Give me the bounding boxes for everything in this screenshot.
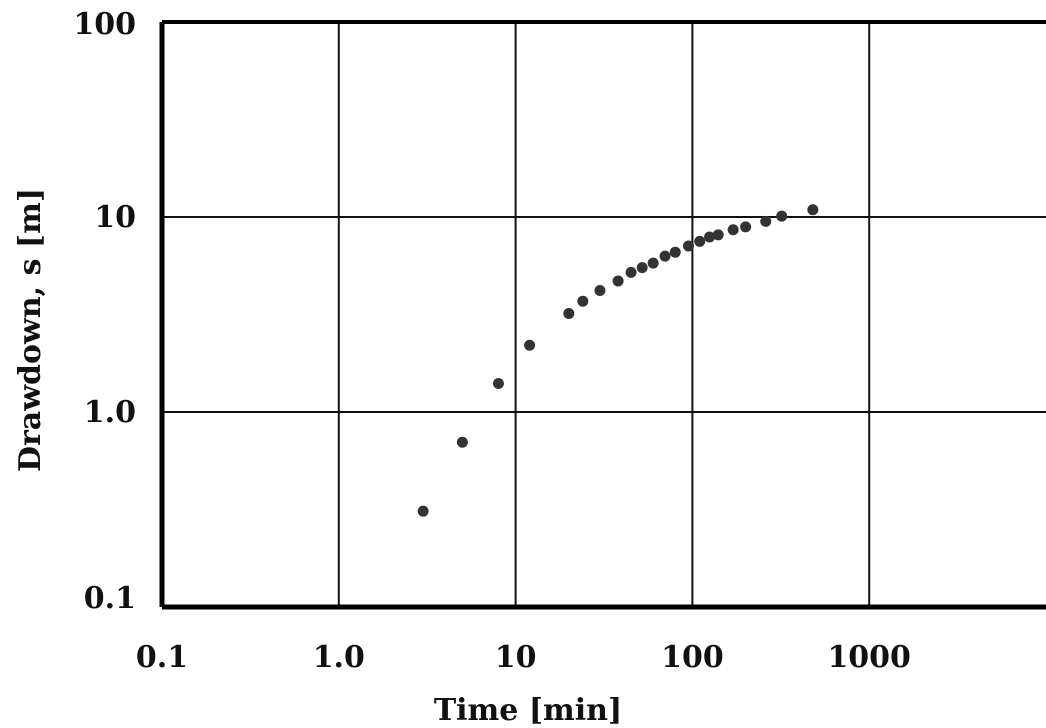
x-tick-label: 10 <box>495 640 537 675</box>
x-axis-title: Time [min] <box>434 693 622 728</box>
data-point <box>625 266 637 278</box>
x-tick-label: 0.1 <box>136 640 188 675</box>
x-tick-label: 1.0 <box>313 640 365 675</box>
y-tick-label: 1.0 <box>84 395 136 430</box>
y-axis-title: Drawdown, s [m] <box>13 188 48 472</box>
x-tick-label: 1000 <box>827 640 911 675</box>
y-tick-label: 10 <box>94 200 136 235</box>
data-point <box>594 284 606 296</box>
data-point <box>563 307 575 319</box>
data-points <box>417 204 819 517</box>
data-point <box>492 378 504 390</box>
data-point <box>694 235 706 247</box>
data-point <box>776 210 788 222</box>
data-point <box>456 436 468 448</box>
data-point <box>740 221 752 233</box>
data-point <box>704 231 716 243</box>
data-point <box>417 505 429 517</box>
data-point <box>669 246 681 258</box>
data-point <box>524 339 536 351</box>
data-point <box>712 229 724 241</box>
data-point <box>727 224 739 236</box>
data-point <box>659 250 671 262</box>
data-point <box>682 240 694 252</box>
tick-labels: 0.1 1.0 10 100 1000 0.1 1.0 10 100 <box>73 7 911 675</box>
y-tick-label: 0.1 <box>84 581 136 616</box>
data-point <box>577 295 589 307</box>
data-point <box>760 215 772 227</box>
data-point <box>807 204 819 216</box>
data-point <box>636 262 648 274</box>
x-tick-label: 100 <box>661 640 724 675</box>
plot-frame <box>159 20 1046 610</box>
grid <box>162 22 1046 607</box>
data-point <box>612 275 624 287</box>
data-point <box>647 257 659 269</box>
y-tick-label: 100 <box>73 7 136 42</box>
